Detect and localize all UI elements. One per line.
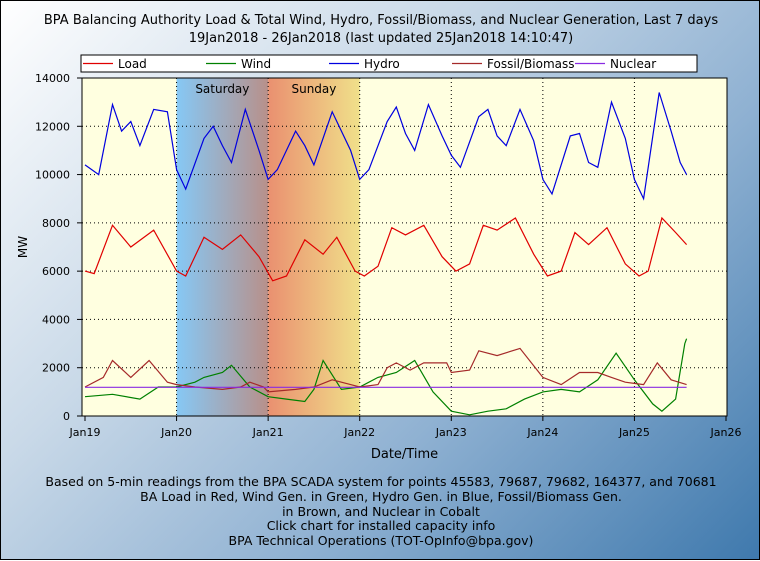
series-hydro bbox=[84, 92, 688, 201]
y-axis-label: MW bbox=[16, 236, 30, 258]
footer-line-5: BPA Technical Operations (TOT-OpInfo@bpa… bbox=[228, 533, 534, 548]
y-tick-label: 8000 bbox=[42, 217, 70, 230]
legend-label-wind: Wind bbox=[241, 57, 271, 71]
footer-line-2: BA Load in Red, Wind Gen. in Green, Hydr… bbox=[140, 489, 622, 504]
x-tick-label: Jan22 bbox=[343, 426, 375, 439]
footer-line-4: Click chart for installed capacity info bbox=[266, 518, 496, 533]
weekend-label-saturday: Saturday bbox=[195, 82, 249, 96]
y-tick-label: 10000 bbox=[35, 169, 70, 182]
legend-label-hydro: Hydro bbox=[364, 57, 400, 71]
series-wind bbox=[84, 338, 688, 416]
x-tick-label: Jan23 bbox=[435, 426, 467, 439]
series-load bbox=[84, 216, 688, 282]
y-tick-label: 0 bbox=[63, 410, 70, 423]
y-tick-label: 4000 bbox=[42, 313, 70, 326]
x-tick-label: Jan21 bbox=[252, 426, 284, 439]
x-axis-label: Date/Time bbox=[371, 447, 438, 462]
y-tick-label: 6000 bbox=[42, 265, 70, 278]
x-tick-label: Jan26 bbox=[710, 426, 742, 439]
legend-label-load: Load bbox=[118, 57, 147, 71]
legend-label-fossil-biomass: Fossil/Biomass bbox=[487, 57, 575, 71]
x-tick-label: Jan19 bbox=[69, 426, 101, 439]
y-tick-label: 2000 bbox=[42, 362, 70, 375]
legend-label-nuclear: Nuclear bbox=[610, 57, 656, 71]
footer-line-3: in Brown, and Nuclear in Cobalt bbox=[282, 504, 480, 519]
weekend-band-saturday bbox=[176, 78, 269, 416]
y-tick-label: 12000 bbox=[35, 120, 70, 133]
footer-line-1: Based on 5-min readings from the BPA SCA… bbox=[45, 474, 717, 489]
series-fossil-biomass bbox=[84, 347, 687, 393]
weekend-label-sunday: Sunday bbox=[291, 82, 336, 96]
chart-subtitle: 19Jan2018 - 26Jan2018 (last updated 25Ja… bbox=[188, 31, 574, 46]
y-tick-label: 14000 bbox=[35, 72, 70, 85]
x-tick-label: Jan20 bbox=[160, 426, 192, 439]
legend bbox=[80, 54, 698, 73]
chart-title: BPA Balancing Authority Load & Total Win… bbox=[43, 13, 719, 28]
plot-border bbox=[81, 77, 728, 417]
x-tick-label: Jan24 bbox=[526, 426, 558, 439]
x-tick-label: Jan25 bbox=[618, 426, 650, 439]
